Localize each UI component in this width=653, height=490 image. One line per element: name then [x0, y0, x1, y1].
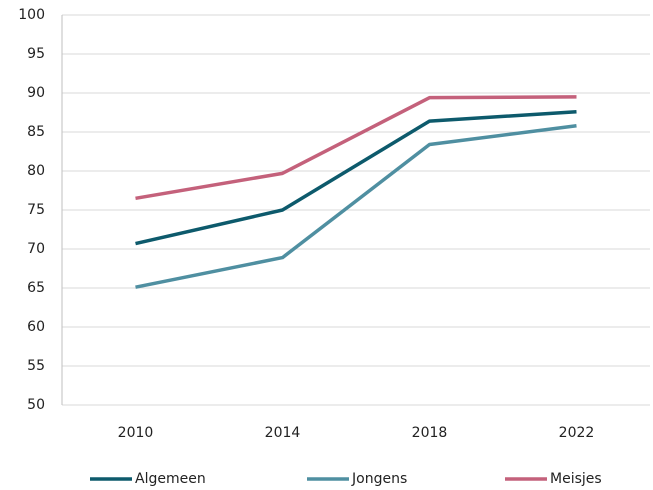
y-tick-label: 65 [27, 280, 45, 296]
y-tick-label: 80 [27, 163, 45, 179]
y-tick-label: 60 [27, 319, 45, 335]
y-tick-label: 90 [27, 85, 45, 101]
legend-label: Meisjes [550, 471, 602, 487]
y-tick-label: 70 [27, 241, 45, 257]
y-tick-label: 95 [27, 46, 45, 62]
y-tick-label: 100 [18, 7, 45, 23]
y-tick-label: 75 [27, 202, 45, 218]
legend-label: Jongens [351, 471, 407, 487]
series-line [135, 124, 577, 289]
x-tick-label: 2022 [559, 425, 595, 441]
y-tick-label: 55 [27, 358, 45, 374]
y-tick-label: 85 [27, 124, 45, 140]
series-line [135, 109, 577, 246]
x-tick-label: 2014 [265, 425, 301, 441]
series-line [135, 95, 577, 201]
legend-label: Algemeen [135, 471, 206, 487]
x-tick-label: 2018 [412, 425, 448, 441]
x-tick-label: 2010 [118, 425, 154, 441]
y-tick-label: 50 [27, 397, 45, 413]
